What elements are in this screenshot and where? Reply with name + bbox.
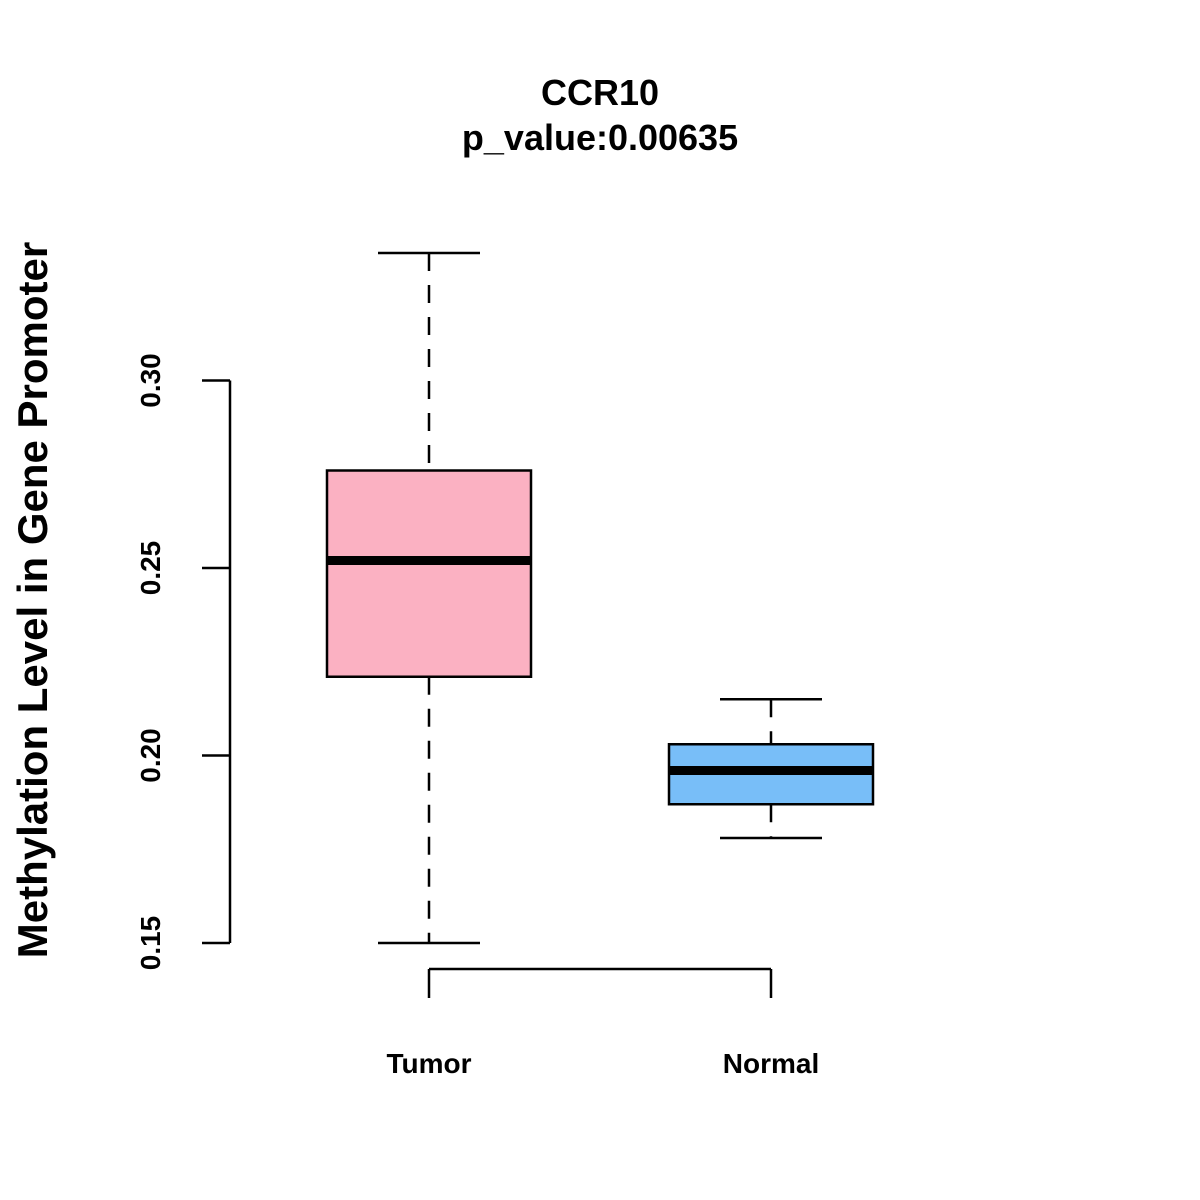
y-axis-label: Methylation Level in Gene Promoter [9,242,56,958]
y-axis: 0.15 0.20 0.25 0.30 [135,353,232,971]
y-tick-label: 0.30 [135,353,166,408]
x-axis: Tumor Normal [386,967,819,1079]
x-tick-label: Tumor [386,1048,471,1079]
box-tumor [325,251,533,945]
boxes [325,251,875,945]
chart-title: CCR10 [541,72,659,113]
x-tick-label: Normal [723,1048,819,1079]
chart-subtitle: p_value:0.00635 [462,117,738,158]
y-tick-label: 0.15 [135,916,166,971]
box-normal [667,698,875,840]
y-tick-label: 0.20 [135,728,166,783]
iqr-box [325,469,533,678]
y-tick-label: 0.25 [135,541,166,596]
